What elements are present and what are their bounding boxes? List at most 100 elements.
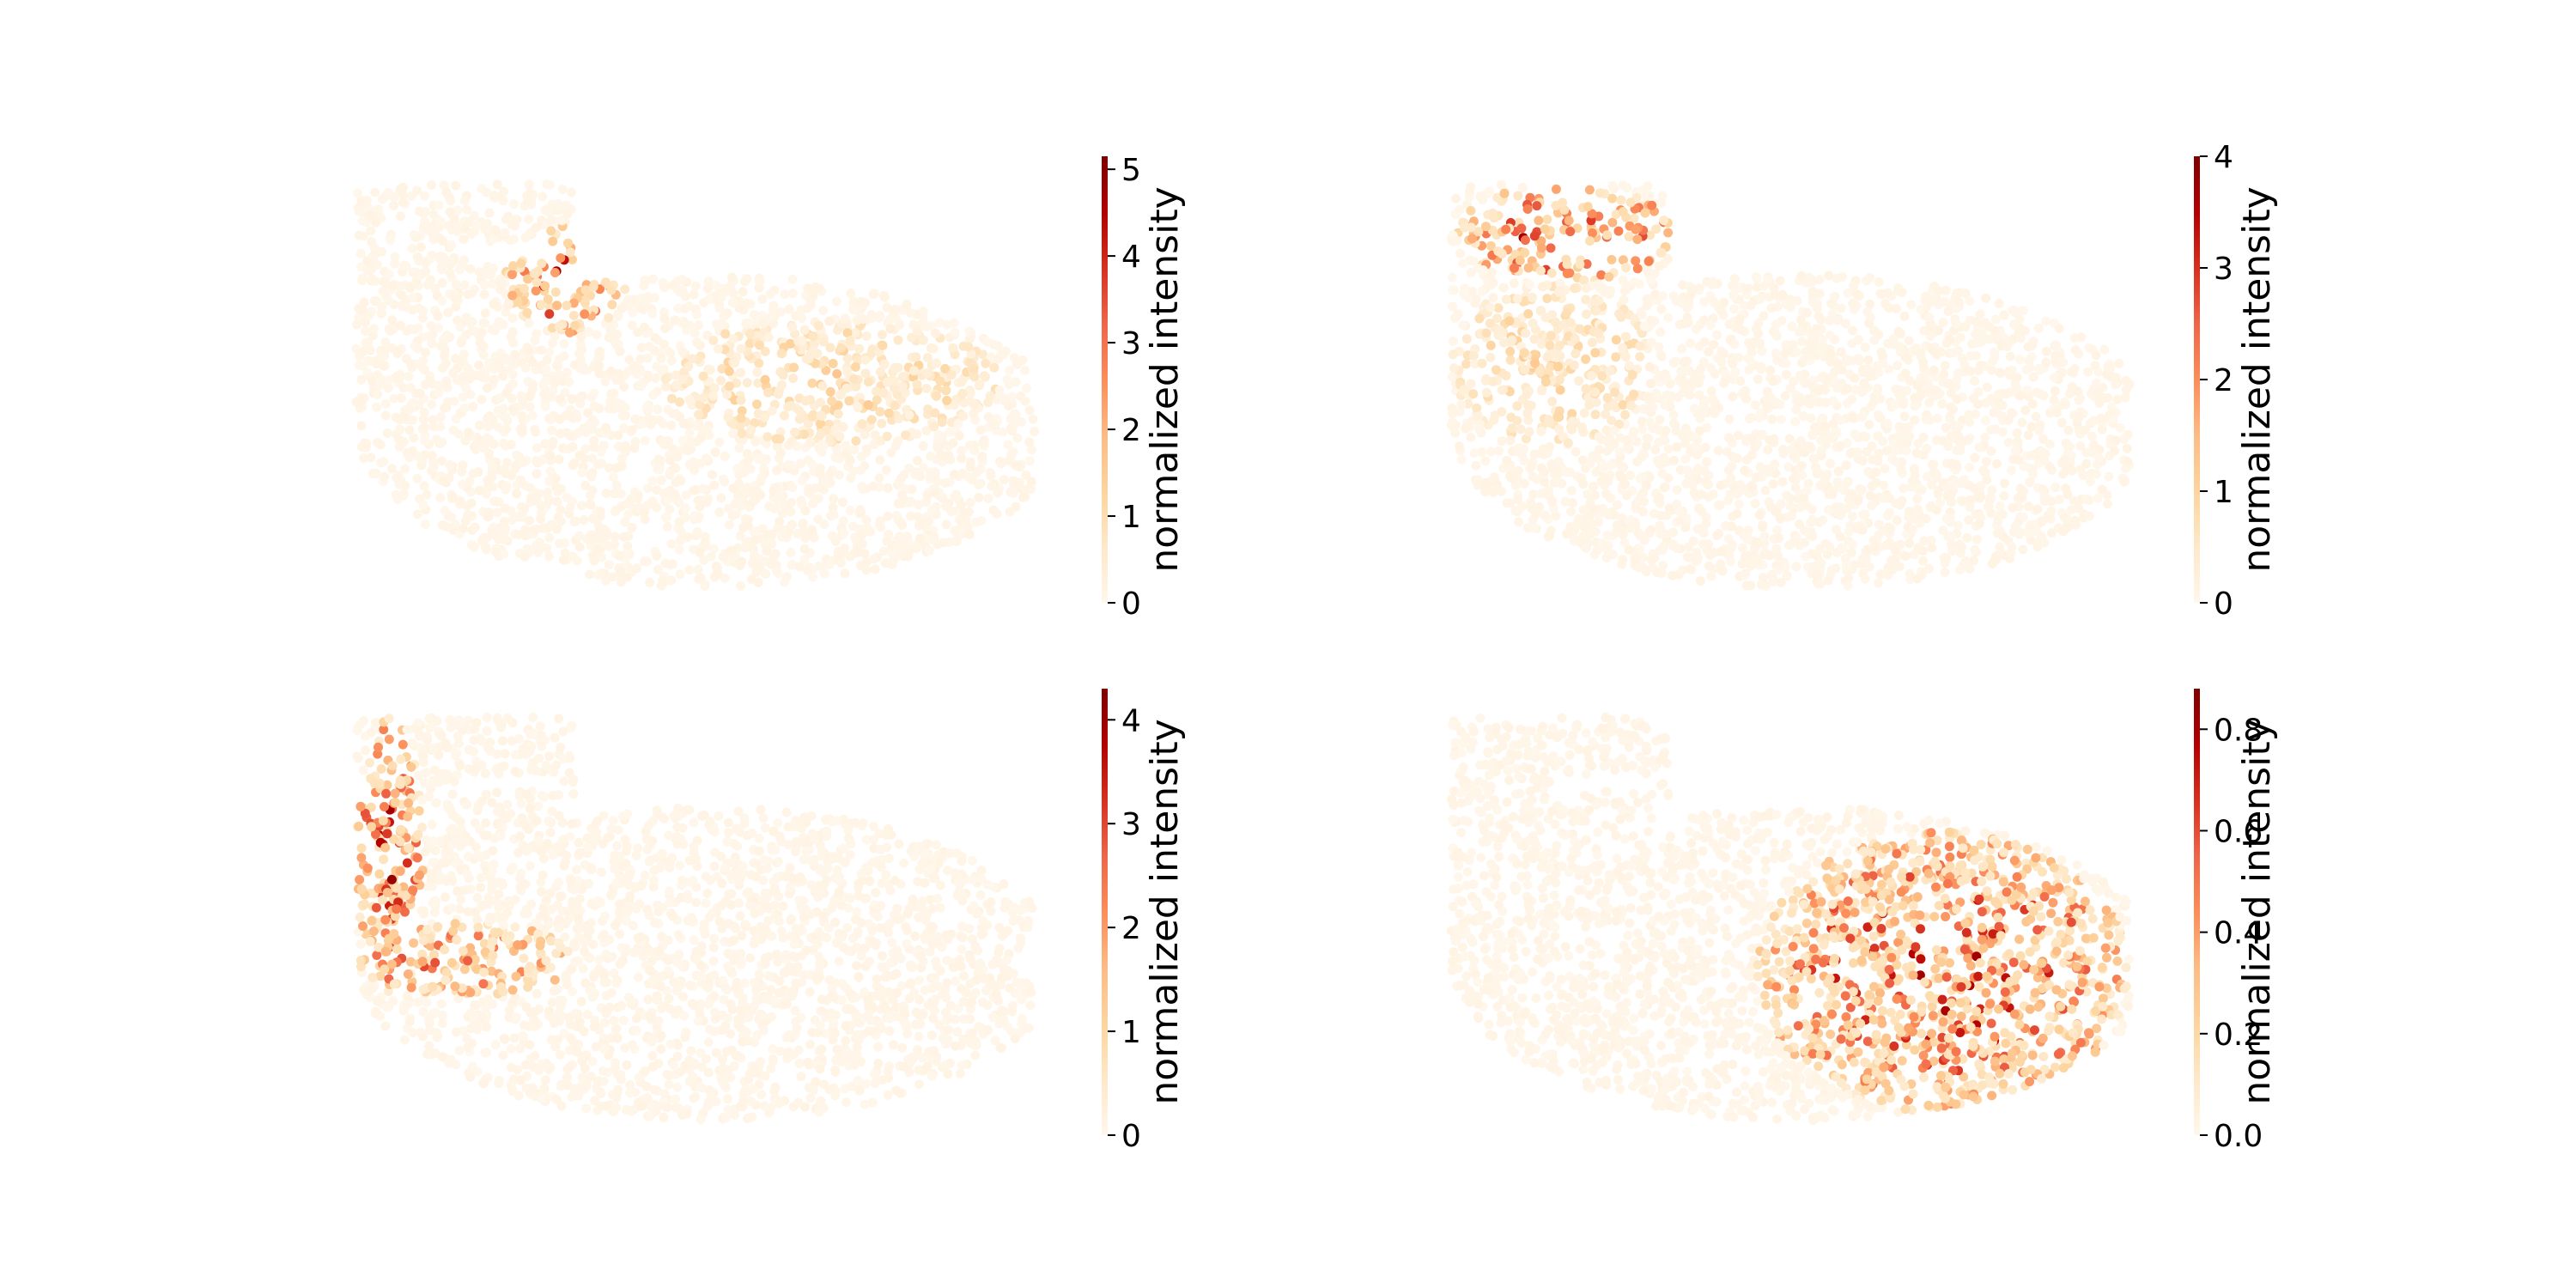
scatter-point	[2085, 477, 2095, 487]
scatter-point	[1535, 265, 1546, 276]
scatter-point	[1899, 411, 1910, 422]
scatter-point	[1933, 413, 1942, 423]
scatter-point	[565, 247, 575, 258]
scatter-point	[1006, 449, 1017, 459]
scatter-point	[924, 516, 934, 526]
scatter-point	[1987, 365, 1997, 375]
scatter-point	[704, 294, 714, 304]
scatter-point	[1735, 314, 1745, 325]
scatter-point	[540, 281, 550, 291]
scatter-point	[1970, 544, 1980, 555]
scatter-point	[691, 309, 702, 319]
scatter-point	[532, 456, 542, 465]
scatter-point	[489, 439, 499, 449]
scatter-point	[635, 381, 646, 392]
scatter-point	[1482, 387, 1492, 398]
scatter-point	[693, 564, 703, 574]
scatter-point	[1716, 559, 1726, 569]
scatter-point	[1639, 321, 1649, 331]
scatter-point	[845, 506, 855, 515]
scatter-point	[404, 425, 415, 435]
scatter-point	[2061, 399, 2071, 410]
scatter-point	[454, 264, 465, 275]
scatter-point	[1740, 570, 1750, 580]
scatter-point	[2069, 363, 2080, 374]
scatter-point	[1896, 431, 1906, 440]
scatter-point	[1579, 522, 1589, 532]
scatter-point	[1890, 399, 1900, 410]
scatter-point	[714, 437, 725, 447]
colorbar-tick-label: 1	[1121, 500, 1141, 535]
scatter-point	[1668, 358, 1679, 368]
scatter-point	[1959, 475, 1969, 484]
scatter-point	[373, 389, 383, 399]
scatter-point	[942, 319, 952, 330]
scatter-point	[1583, 489, 1593, 500]
scatter-point	[775, 427, 786, 437]
colorbar-tick-label: 5	[1121, 153, 1141, 188]
scatter-point	[1878, 436, 1888, 447]
scatter-point	[1902, 386, 1912, 396]
scatter-point	[557, 185, 568, 194]
scatter-point	[540, 439, 550, 449]
scatter-point	[405, 382, 416, 392]
scatter-point	[468, 402, 478, 412]
scatter-point	[2097, 424, 2107, 434]
scatter-point	[499, 549, 509, 559]
scatter-point	[459, 196, 470, 206]
scatter-point	[1536, 339, 1546, 349]
scatter-point	[856, 296, 866, 307]
scatter-point	[1947, 546, 1957, 556]
scatter-point	[1016, 391, 1025, 401]
scatter-point	[585, 569, 595, 580]
scatter-point	[1763, 275, 1773, 285]
scatter-point	[1672, 442, 1682, 453]
scatter-point	[359, 453, 368, 464]
scatter-point	[532, 469, 542, 479]
scatter-point	[1826, 432, 1837, 442]
scatter-point	[858, 314, 868, 324]
scatter-point	[1638, 488, 1649, 498]
scatter-point	[877, 330, 887, 340]
scatter-point	[604, 332, 614, 343]
scatter-point	[1485, 340, 1496, 350]
scatter-point	[790, 428, 799, 437]
scatter-point	[1772, 526, 1783, 535]
scatter-point	[1628, 426, 1638, 436]
scatter-point	[779, 410, 789, 421]
scatter-point	[1848, 325, 1858, 336]
scatter-point	[1506, 412, 1516, 422]
scatter-point	[1590, 348, 1601, 358]
scatter-point	[797, 476, 807, 486]
scatter-point	[950, 526, 960, 536]
scatter-point	[438, 236, 447, 246]
scatter-point	[455, 322, 465, 332]
scatter-point	[1719, 378, 1729, 388]
scatter-point	[620, 447, 630, 458]
scatter-point	[1847, 447, 1857, 458]
scatter-point	[474, 360, 484, 370]
scatter-point	[437, 437, 447, 447]
scatter-point	[1516, 223, 1527, 234]
scatter-point	[750, 535, 760, 545]
scatter-point	[1620, 410, 1630, 420]
scatter-point	[783, 526, 793, 537]
scatter-point	[555, 394, 565, 404]
scatter-point	[902, 532, 912, 542]
scatter-point	[519, 551, 530, 562]
scatter-point	[1738, 543, 1747, 553]
scatter-point	[875, 455, 885, 465]
scatter-point	[619, 423, 629, 434]
scatter-point	[483, 413, 492, 423]
scatter-point	[885, 324, 896, 334]
scatter-point	[480, 224, 490, 234]
scatter-point	[586, 471, 597, 482]
scatter-point	[482, 187, 491, 197]
scatter-point	[2074, 395, 2084, 405]
scatter-point	[1750, 499, 1760, 508]
scatter-point	[1491, 365, 1501, 375]
scatter-point	[1011, 377, 1021, 387]
scatter-point	[1517, 501, 1528, 512]
scatter-point	[1969, 556, 1979, 566]
scatter-point	[1929, 459, 1939, 470]
